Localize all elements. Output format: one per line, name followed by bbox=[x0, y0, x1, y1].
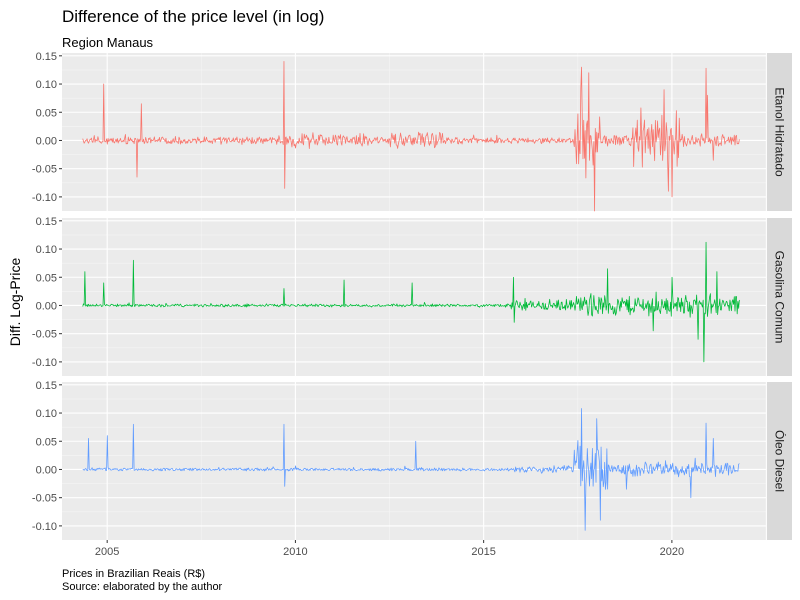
x-tick-label: 2010 bbox=[283, 546, 307, 558]
panel-background bbox=[62, 218, 766, 376]
panel-background bbox=[62, 382, 766, 540]
x-tick-label: 2015 bbox=[471, 546, 495, 558]
facet-panel: -0.10 -0.05 0.00 0.05 0.10 0.15 Óleo Diesel bbox=[32, 380, 792, 540]
y-tick-label: 0.10 bbox=[36, 244, 57, 256]
y-tick-label: 0.00 bbox=[36, 464, 57, 476]
x-tick-label: 2020 bbox=[660, 546, 684, 558]
y-tick-label: -0.05 bbox=[32, 164, 57, 176]
y-tick-label: 0.05 bbox=[36, 107, 57, 119]
series-line bbox=[82, 408, 740, 531]
facet-panel: -0.10 -0.05 0.00 0.05 0.10 0.15 Etanol Hidrata… bbox=[32, 51, 792, 212]
facet-strip bbox=[767, 218, 792, 376]
y-tick-label: 0.15 bbox=[36, 216, 57, 228]
facet-strip-label: Óleo Diesel bbox=[773, 430, 788, 492]
series-line bbox=[82, 241, 740, 363]
caption-source: Source: elaborated by the author bbox=[62, 581, 223, 593]
facet-panel: -0.10 -0.05 0.00 0.05 0.10 0.15 Gasolina Comum bbox=[32, 216, 792, 376]
y-tick-label: -0.05 bbox=[32, 493, 57, 505]
y-tick-label: -0.10 bbox=[32, 192, 57, 204]
y-tick-label: -0.10 bbox=[32, 521, 57, 533]
y-tick-label: 0.15 bbox=[36, 380, 57, 392]
y-tick-label: 0.00 bbox=[36, 135, 57, 147]
panel-background bbox=[62, 53, 766, 211]
chart-title: Difference of the price level (in log) bbox=[62, 7, 324, 26]
x-axis: 2005 2010 2015 2020 bbox=[95, 540, 684, 558]
facet-panels: -0.10 -0.05 0.00 0.05 0.10 0.15 Etanol Hidrata… bbox=[32, 51, 792, 540]
y-tick-label: 0.10 bbox=[36, 408, 57, 420]
caption-prices: Prices in Brazilian Reais (R$) bbox=[62, 568, 205, 580]
y-tick-label: 0.15 bbox=[36, 51, 57, 63]
facet-strip bbox=[767, 382, 792, 540]
series-line bbox=[82, 61, 740, 212]
chart-subtitle: Region Manaus bbox=[62, 35, 154, 50]
y-axis-title: Diff. Log-Price bbox=[7, 258, 23, 347]
y-tick-label: -0.05 bbox=[32, 329, 57, 341]
y-tick-label: 0.00 bbox=[36, 300, 57, 312]
y-tick-label: -0.10 bbox=[32, 357, 57, 369]
y-tick-label: 0.05 bbox=[36, 436, 57, 448]
facet-strip-label: Gasolina Comum bbox=[773, 251, 787, 344]
y-tick-label: 0.05 bbox=[36, 272, 57, 284]
facet-strip bbox=[767, 53, 792, 211]
x-tick-label: 2005 bbox=[95, 546, 119, 558]
facet-strip-label: Etanol Hidratado bbox=[773, 87, 787, 177]
y-tick-label: 0.10 bbox=[36, 79, 57, 91]
